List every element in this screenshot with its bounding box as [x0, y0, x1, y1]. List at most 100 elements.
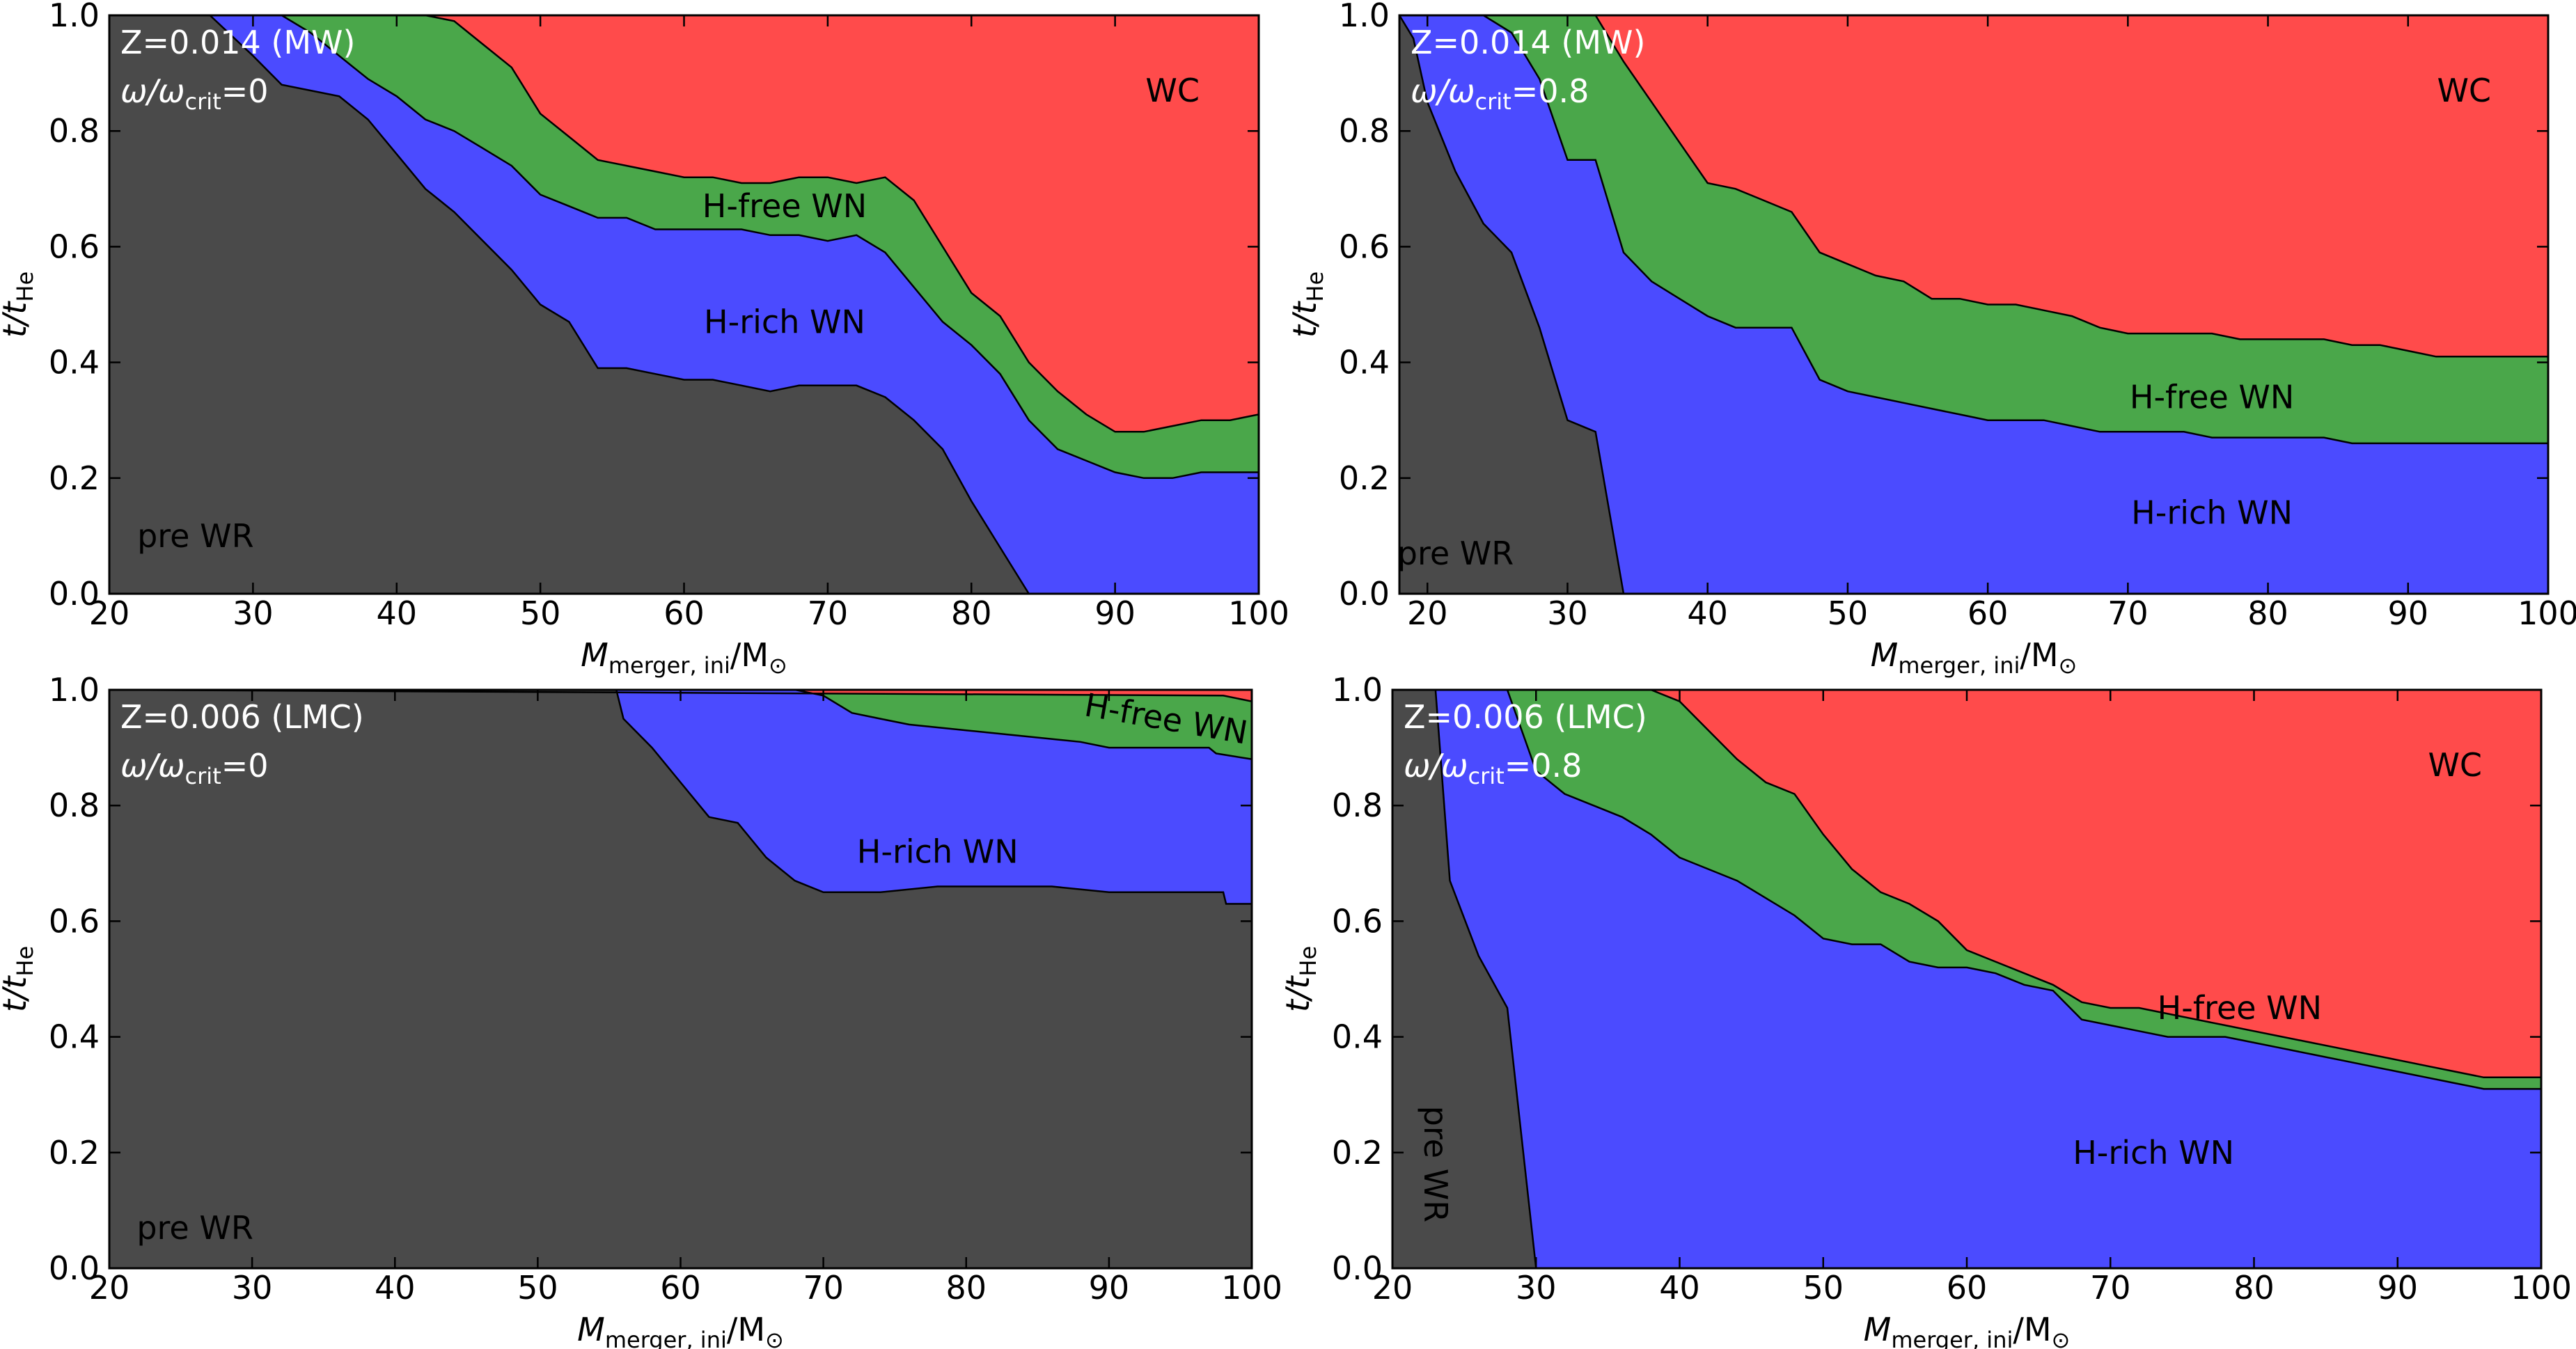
y-tick-label: 0.4: [1332, 1018, 1383, 1056]
region-label: H-free WN: [2158, 989, 2322, 1027]
x-tick-label: 60: [660, 1269, 701, 1307]
x-axis-label: Mmerger, ini/M⊙: [581, 636, 787, 679]
boundary-hfree: [109, 690, 1252, 702]
x-tick-label: 50: [517, 1269, 558, 1307]
boundary-hrich: [109, 15, 1259, 480]
x-tick-label: 70: [2107, 594, 2149, 632]
boundary-prewr: [1392, 690, 1537, 1268]
region-pre-wr: [109, 690, 1252, 1268]
y-tick-label: 0.2: [1332, 1134, 1383, 1172]
y-tick-label: 0.0: [1339, 575, 1390, 613]
x-tick-label: 40: [1687, 594, 1728, 632]
x-tick-label: 30: [232, 1269, 273, 1307]
region-label: WC: [1145, 72, 1200, 109]
x-tick-label: 20: [1407, 594, 1448, 632]
region-label: H-free WN: [702, 187, 867, 225]
boundary-prewr: [109, 690, 1252, 905]
x-tick-label: 30: [1516, 1269, 1557, 1307]
boundary-hfree: [109, 15, 1259, 433]
region-layer: [109, 690, 1252, 1268]
boundary-prewr: [109, 15, 1030, 594]
region-h-rich-wn: [1392, 690, 2541, 1268]
panel-title-metallicity: Z=0.006 (LMC): [1404, 698, 1647, 736]
y-tick-label: 0.6: [49, 902, 100, 940]
x-tick-label: 90: [2388, 594, 2429, 632]
y-tick-label: 1.0: [1339, 0, 1390, 34]
panel-title-metallicity: Z=0.006 (LMC): [120, 698, 364, 736]
x-tick-label: 100: [2511, 1269, 2572, 1307]
region-label: WC: [2437, 72, 2491, 109]
y-tick-label: 0.0: [49, 1249, 100, 1287]
y-tick-label: 0.6: [1332, 902, 1383, 940]
y-tick-label: 0.8: [1339, 112, 1390, 150]
x-tick-label: 20: [89, 594, 130, 632]
x-tick-label: 100: [1228, 594, 1289, 632]
x-tick-label: 90: [2377, 1269, 2418, 1307]
boundary-prewr: [1399, 15, 1625, 594]
y-tick-label: 0.6: [1339, 228, 1390, 265]
region-layer: [1399, 15, 2548, 594]
x-tick-label: 30: [233, 594, 274, 632]
x-tick-label: 60: [1968, 594, 2009, 632]
y-tick-label: 1.0: [1332, 671, 1383, 709]
x-tick-label: 80: [945, 1269, 987, 1307]
region-pre-wr: [1399, 15, 1624, 594]
x-tick-label: 40: [375, 1269, 416, 1307]
boundary-hfree: [1392, 690, 2541, 1079]
y-axis-label: t/tHe: [0, 946, 38, 1012]
region-label: H-rich WN: [2131, 494, 2293, 532]
boundary-hfree: [1399, 15, 2548, 358]
x-tick-label: 40: [376, 594, 417, 632]
boundary-hrich: [1399, 15, 2548, 445]
y-tick-label: 0.8: [49, 112, 100, 150]
region-pre-wr: [1392, 690, 1537, 1268]
y-tick-label: 0.4: [49, 1018, 100, 1056]
y-tick-label: 0.8: [49, 787, 100, 824]
region-layer: [109, 15, 1259, 594]
y-tick-label: 0.8: [1332, 787, 1383, 824]
y-tick-label: 1.0: [49, 0, 100, 34]
x-tick-label: 50: [1803, 1269, 1844, 1307]
region-label: pre WR: [1417, 1106, 1454, 1222]
region-label: WC: [2428, 746, 2482, 784]
panel-title-rotation: ω/ωcrit=0.8: [1404, 747, 1582, 789]
panel-title-rotation: ω/ωcrit=0.8: [1411, 72, 1589, 115]
panel-mw-no-rotation: 20 30 40 50 60 70 80 90 100 0.0 0.2 0.4 0.6 0.8 1.0 Mme…: [0, 0, 1289, 679]
y-tick-label: 0.2: [1339, 459, 1390, 497]
x-tick-label: 90: [1094, 594, 1136, 632]
panel-title-metallicity: Z=0.014 (MW): [1411, 24, 1645, 61]
y-tick-label: 0.2: [49, 1134, 100, 1172]
x-tick-label: 20: [89, 1269, 130, 1307]
y-tick-label: 0.4: [49, 344, 100, 381]
region-label: H-rich WN: [2073, 1134, 2234, 1172]
x-tick-label: 40: [1659, 1269, 1700, 1307]
boundary-hrich: [1392, 690, 2541, 1090]
axes-frame: [1398, 14, 2550, 595]
x-axis-label: Mmerger, ini/M⊙: [577, 1311, 784, 1349]
x-tick-label: 100: [1221, 1269, 1282, 1307]
y-tick-label: 0.4: [1339, 344, 1390, 381]
x-tick-label: 80: [2233, 1269, 2275, 1307]
region-h-rich-wn: [1399, 15, 2548, 594]
x-axis-label: Mmerger, ini/M⊙: [1871, 636, 2078, 679]
x-axis-label: Mmerger, ini/M⊙: [1864, 1311, 2071, 1349]
region-pre-wr: [109, 15, 1029, 594]
y-tick-label: 0.2: [49, 459, 100, 497]
region-layer: [1392, 690, 2541, 1268]
x-tick-label: 30: [1547, 594, 1588, 632]
x-tick-label: 70: [803, 1269, 844, 1307]
y-axis-label: t/tHe: [0, 271, 38, 338]
x-tick-label: 80: [2247, 594, 2288, 632]
region-label: H-rich WN: [857, 833, 1019, 871]
y-axis-label: t/tHe: [1286, 271, 1328, 338]
panel-title-rotation: ω/ωcrit=0: [120, 72, 269, 115]
region-label: pre WR: [136, 1209, 253, 1247]
boundary-hrich: [109, 690, 1252, 760]
x-tick-label: 70: [808, 594, 849, 632]
panel-lmc-rotation-0.8: 20 30 40 50 60 70 80 90 100 0.0 0.2 0.4 0.6 0.8 1.0 Mme…: [1279, 671, 2572, 1349]
panel-lmc-no-rotation: 20 30 40 50 60 70 80 90 100 0.0 0.2 0.4 0.6 0.8 1.0 Mme…: [0, 671, 1282, 1349]
y-tick-label: 0.0: [1332, 1249, 1383, 1287]
x-tick-label: 60: [663, 594, 705, 632]
x-tick-label: 80: [951, 594, 992, 632]
